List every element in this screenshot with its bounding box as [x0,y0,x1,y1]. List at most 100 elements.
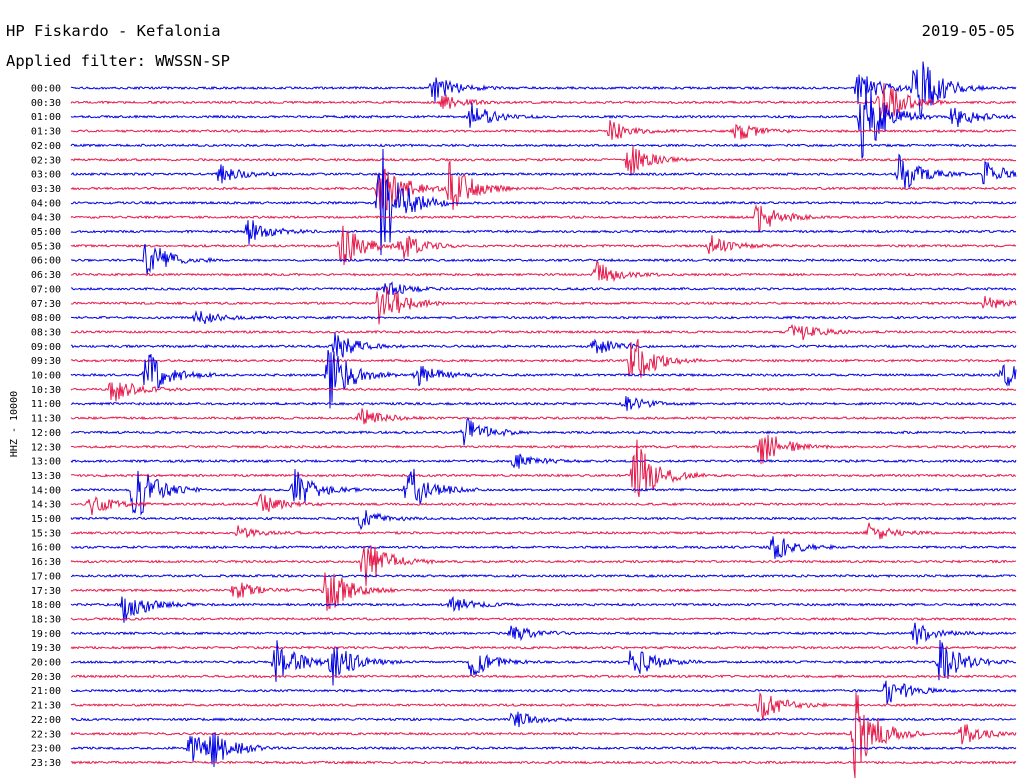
time-tick-label: 13:30 [31,471,61,482]
time-tick-label: 21:30 [31,701,61,712]
time-tick-label: 17:00 [31,571,61,582]
trace-row-0500 [70,220,1017,245]
time-tick-label: 23:30 [31,758,61,769]
time-tick-label: 16:30 [31,557,61,568]
trace-row-1930 [70,645,1017,650]
trace-rows [70,61,1017,779]
time-tick-label: 23:00 [31,744,61,755]
time-tick-label: 04:00 [31,198,61,209]
trace-row-1300 [70,453,1017,469]
trace-row-0430 [70,204,1017,233]
time-tick-label: 19:30 [31,643,61,654]
trace-row-1700 [70,573,1017,579]
station-title: HP Fiskardo - Kefalonia [6,22,221,40]
trace-row-2300 [70,732,1017,768]
time-tick-label: 12:30 [31,442,61,453]
time-tick-label: 22:00 [31,715,61,726]
time-tick-label: 13:00 [31,457,61,468]
trace-row-2000 [70,639,1017,686]
time-tick-label: 20:30 [31,672,61,683]
trace-row-0700 [70,281,1017,296]
time-tick-label: 19:00 [31,629,61,640]
trace-row-1430 [70,493,1017,516]
trace-row-1530 [70,522,1017,540]
trace-row-0800 [70,310,1017,325]
trace-row-0030 [70,83,1017,122]
time-tick-label: 15:00 [31,514,61,525]
time-tick-label: 16:00 [31,543,61,554]
time-tick-label: 02:00 [31,141,61,152]
trace-row-2030 [70,674,1017,679]
time-tick-label: 22:30 [31,729,61,740]
time-tick-label: 01:00 [31,112,61,123]
time-tick-label: 05:00 [31,227,61,238]
time-tick-label: 18:30 [31,614,61,625]
time-tick-labels: 00:00 00:30 01:00 01:30 02:00 02:30 03:00 03:30… [31,84,61,769]
trace-row-1800 [70,595,1017,623]
trace-row-1100 [70,396,1017,411]
time-tick-label: 08:00 [31,313,61,324]
time-tick-label: 18:00 [31,600,61,611]
time-tick-label: 21:00 [31,686,61,697]
time-tick-label: 00:30 [31,98,61,109]
trace-row-0330 [70,161,1017,211]
time-tick-label: 01:30 [31,127,61,138]
trace-row-2230 [70,692,1017,779]
trace-row-1230 [70,434,1017,465]
time-tick-label: 14:00 [31,485,61,496]
time-tick-label: 10:30 [31,385,61,396]
trace-row-0100 [70,88,1017,159]
trace-row-0600 [70,244,1017,275]
time-tick-label: 05:30 [31,241,61,252]
time-tick-label: 06:00 [31,256,61,267]
time-tick-label: 14:30 [31,500,61,511]
record-date: 2019-05-05 [922,22,1015,40]
time-tick-label: 12:00 [31,428,61,439]
time-tick-label: 02:30 [31,155,61,166]
time-tick-label: 00:00 [31,84,61,95]
time-tick-label: 07:00 [31,284,61,295]
trace-row-1130 [70,408,1016,425]
trace-row-1830 [70,616,1017,622]
trace-row-1000 [70,349,1017,409]
trace-row-1500 [70,510,1017,531]
time-tick-label: 11:00 [31,399,61,410]
trace-row-0930 [70,338,1017,378]
channel-label: HHZ - 10000 [9,391,20,457]
time-tick-label: 04:30 [31,213,61,224]
trace-row-1200 [70,417,1016,446]
trace-row-1330 [70,439,1017,498]
trace-row-1600 [70,536,1017,559]
trace-row-1400 [71,468,1017,516]
trace-row-2130 [70,692,1017,721]
trace-row-0530 [70,225,1017,266]
trace-row-0730 [70,286,1017,325]
time-tick-label: 20:00 [31,658,61,669]
trace-row-1630 [70,545,1017,587]
trace-row-2330 [70,760,1017,765]
trace-row-0230 [70,146,1017,176]
time-tick-label: 09:30 [31,356,61,367]
trace-row-2200 [70,711,1017,728]
time-tick-label: 10:00 [31,371,61,382]
trace-row-0000 [70,61,1017,118]
time-tick-label: 11:30 [31,414,61,425]
trace-row-0900 [71,332,1017,358]
trace-row-2100 [70,680,1017,705]
trace-row-0630 [70,260,1017,283]
time-tick-label: 03:00 [31,170,61,181]
trace-row-1900 [70,622,1017,645]
time-tick-label: 15:30 [31,528,61,539]
trace-row-0200 [70,143,1017,148]
trace-row-0400 [70,148,1017,256]
time-tick-label: 17:30 [31,586,61,597]
time-tick-label: 06:30 [31,270,61,281]
trace-row-0830 [70,323,1017,341]
trace-row-0300 [70,153,1017,189]
time-tick-label: 07:30 [31,299,61,310]
filter-label: Applied filter: WWSSN-SP [6,52,230,70]
time-tick-label: 09:00 [31,342,61,353]
time-tick-label: 08:30 [31,327,61,338]
time-tick-label: 03:30 [31,184,61,195]
